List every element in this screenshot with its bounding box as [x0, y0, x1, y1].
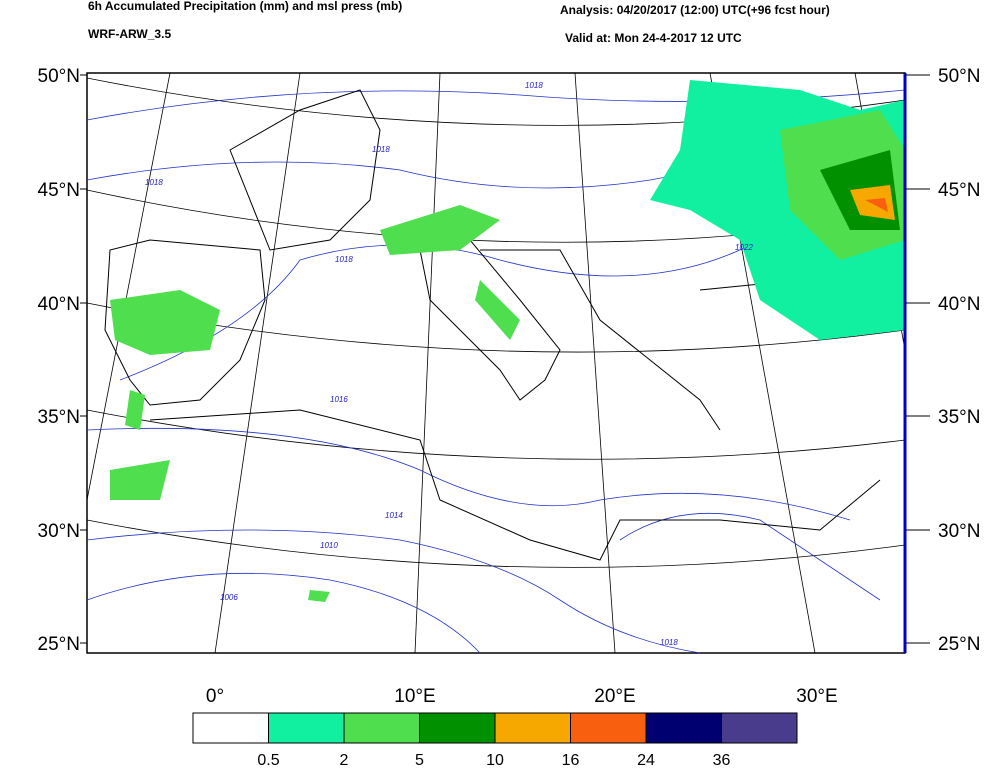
colorbar-label: 10	[486, 752, 504, 768]
isobar-label: 1006	[220, 593, 238, 602]
colorbar-label: 36	[713, 752, 731, 768]
italy	[419, 239, 561, 401]
lat-label: 50°N	[38, 66, 80, 87]
isobar-label: 1018	[335, 255, 353, 264]
rain-area	[110, 290, 220, 355]
isobar	[86, 529, 701, 654]
lat-label: 25°N	[38, 634, 80, 655]
title: 6h Accumulated Precipitation (mm) and ms…	[88, 0, 402, 13]
precipitation	[110, 80, 905, 602]
lat-label: 35°N	[38, 407, 80, 428]
lat-label: 45°N	[38, 180, 80, 201]
lon-label: 20°E	[594, 686, 635, 707]
lon-label: 0°	[206, 686, 224, 707]
isobar-label: 1022	[735, 243, 753, 252]
lat-label: 40°N	[938, 294, 980, 315]
colorbar-swatch	[268, 712, 345, 744]
iberia	[104, 239, 266, 406]
colorbar-swatch	[494, 712, 571, 744]
isobar	[86, 572, 481, 654]
lat-label: 40°N	[38, 294, 80, 315]
rain-area	[865, 198, 888, 212]
parallel	[86, 409, 906, 460]
meridian	[414, 72, 441, 654]
model-name: WRF-ARW_3.5	[88, 27, 171, 41]
lat-label: 50°N	[938, 66, 980, 87]
colorbar-label: 5	[415, 752, 424, 768]
meridian	[574, 72, 616, 654]
colorbar-swatch	[192, 712, 269, 744]
colorbar-swatch	[721, 712, 798, 744]
lon-label: 10°E	[394, 686, 435, 707]
colorbar-swatch	[419, 712, 496, 744]
isobar	[86, 427, 851, 521]
france	[229, 89, 381, 251]
lat-label: 25°N	[938, 634, 980, 655]
isobar-label: 1018	[525, 81, 543, 90]
colorbar-label: 2	[340, 752, 349, 768]
lat-label: 30°N	[938, 521, 980, 542]
rain-area	[380, 205, 500, 255]
lat-label: 35°N	[938, 407, 980, 428]
lat-label: 30°N	[38, 521, 80, 542]
colorbar-swatch	[343, 712, 420, 744]
analysis-time: Analysis: 04/20/2017 (12:00) UTC(+96 fcs…	[560, 3, 830, 17]
rain-area	[125, 390, 145, 430]
isobar-label: 1018	[660, 638, 678, 647]
north-africa	[149, 409, 881, 561]
lat-label: 45°N	[938, 180, 980, 201]
lon-label: 30°E	[796, 686, 837, 707]
parallel	[86, 519, 906, 568]
isobar-label: 1016	[330, 395, 348, 404]
rain-area	[475, 280, 520, 340]
valid-time: Valid at: Mon 24-4-2017 12 UTC	[565, 31, 742, 45]
isobar-label: 1014	[385, 511, 403, 520]
isobar-label: 1018	[372, 145, 390, 154]
isobar-label: 1010	[320, 541, 338, 550]
colorbar-label: 0.5	[257, 752, 279, 768]
colorbar-label: 24	[637, 752, 655, 768]
colorbar-swatch	[570, 712, 647, 744]
isobar	[619, 512, 881, 601]
isobar-label: 1018	[145, 178, 163, 187]
colorbar-swatch	[645, 712, 722, 744]
rain-area	[308, 590, 330, 602]
meridian	[86, 72, 171, 501]
map-area	[86, 72, 907, 654]
balkans	[480, 249, 721, 431]
meridian	[214, 72, 301, 654]
rain-area	[110, 460, 170, 500]
colorbar-label: 16	[562, 752, 580, 768]
